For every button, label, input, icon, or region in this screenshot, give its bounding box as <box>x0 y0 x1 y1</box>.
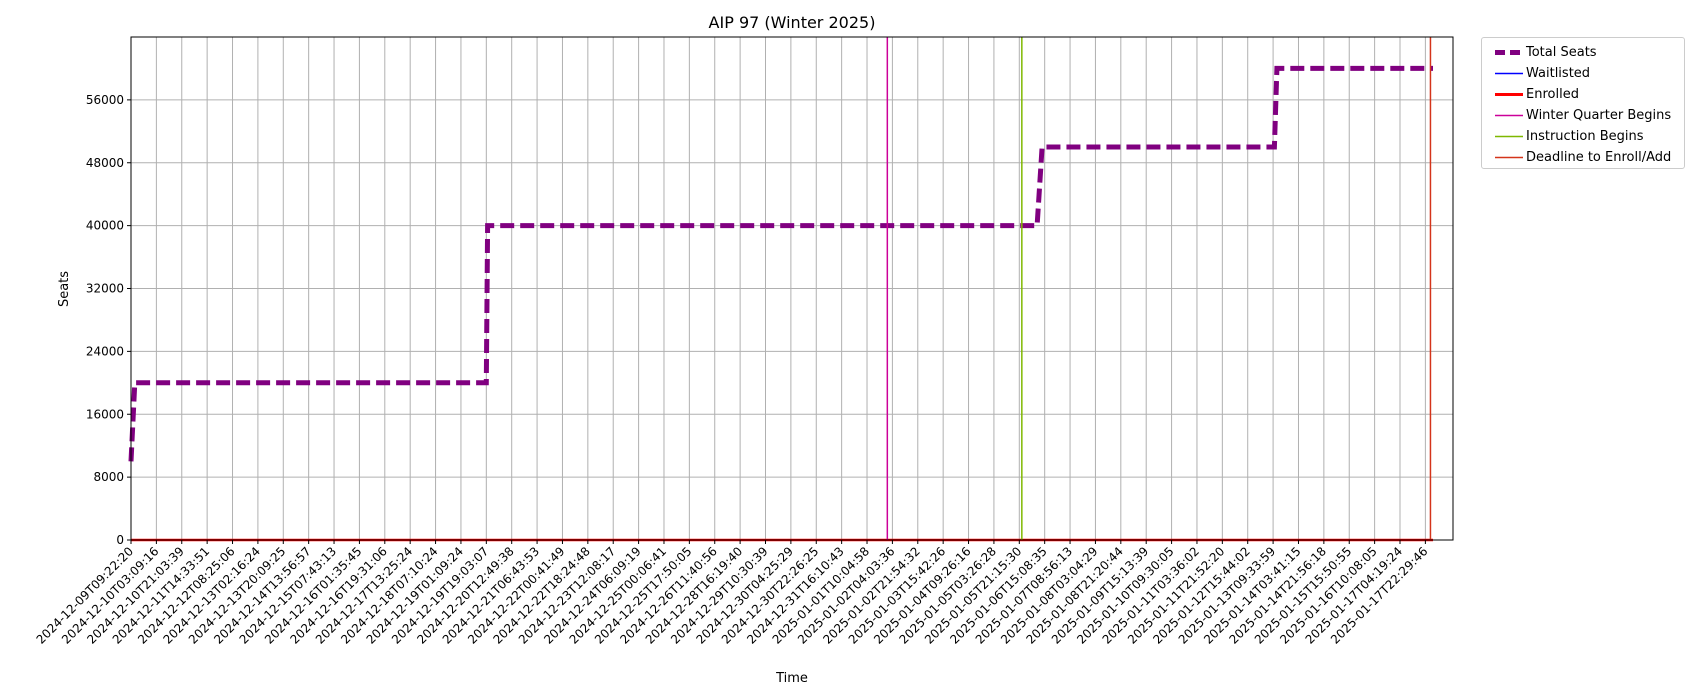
legend-label-instruction-begins: Instruction Begins <box>1526 129 1644 144</box>
legend-swatch-instruction-begins <box>1495 135 1523 138</box>
x-axis-label: Time <box>775 671 808 686</box>
legend-swatch-enrolled <box>1495 93 1523 96</box>
legend-swatch-winter-quarter-begins <box>1495 114 1523 117</box>
legend-label-deadline-to-enroll-add: Deadline to Enroll/Add <box>1526 150 1672 165</box>
legend-swatch-total-seats <box>1495 50 1523 55</box>
legend: Total Seats Waitlisted Enrolled Winter Q… <box>1481 37 1685 169</box>
grid <box>130 37 1453 541</box>
series-line-total-seats <box>128 65 1433 462</box>
legend-item-total-seats: Total Seats <box>1482 42 1684 63</box>
y-tick-label: 32000 <box>86 282 124 296</box>
y-tick-label: 56000 <box>86 93 124 107</box>
x-ticks: 2024-12-09T09:22:202024-12-10T03:09:1620… <box>34 540 1431 647</box>
legend-item-enrolled: Enrolled <box>1482 84 1684 105</box>
legend-item-deadline-to-enroll-add: Deadline to Enroll/Add <box>1482 147 1684 168</box>
y-axis-label: Seats <box>57 271 72 307</box>
legend-label-total-seats: Total Seats <box>1526 45 1597 60</box>
legend-label-enrolled: Enrolled <box>1526 87 1579 102</box>
legend-label-winter-quarter-begins: Winter Quarter Begins <box>1526 108 1672 123</box>
legend-label-waitlisted: Waitlisted <box>1526 66 1591 81</box>
legend-swatch-deadline-to-enroll-add <box>1495 156 1523 159</box>
legend-item-winter-quarter-begins: Winter Quarter Begins <box>1482 105 1684 126</box>
y-ticks: 0 8000 16000 24000 32000 40000 48000 56000 <box>86 93 131 547</box>
y-tick-label: 48000 <box>86 156 124 170</box>
y-tick-label: 40000 <box>86 219 124 233</box>
y-tick-label: 16000 <box>86 407 124 421</box>
legend-item-waitlisted: Waitlisted <box>1482 63 1684 84</box>
y-tick-label: 8000 <box>93 470 124 484</box>
legend-swatch-waitlisted <box>1495 72 1523 75</box>
chart-title: AIP 97 (Winter 2025) <box>709 13 876 32</box>
legend-item-instruction-begins: Instruction Begins <box>1482 126 1684 147</box>
y-tick-label: 24000 <box>86 344 124 358</box>
y-tick-label: 0 <box>116 533 124 547</box>
